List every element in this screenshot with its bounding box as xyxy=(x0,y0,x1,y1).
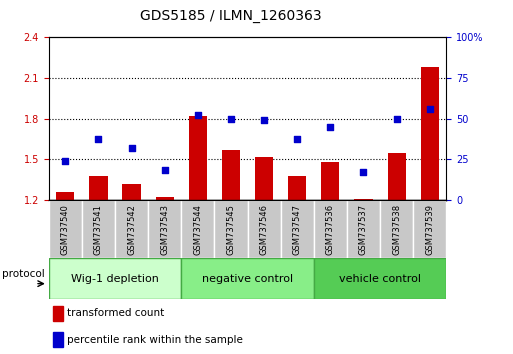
Point xyxy=(392,116,401,121)
Bar xyxy=(380,200,413,258)
Text: GSM737541: GSM737541 xyxy=(94,204,103,255)
Text: GSM737547: GSM737547 xyxy=(293,204,302,255)
Bar xyxy=(413,200,446,258)
Bar xyxy=(288,176,306,200)
Bar xyxy=(123,184,141,200)
Text: GSM737542: GSM737542 xyxy=(127,204,136,255)
Text: GSM737540: GSM737540 xyxy=(61,204,70,255)
Text: GSM737544: GSM737544 xyxy=(193,204,202,255)
Bar xyxy=(181,200,214,258)
Bar xyxy=(354,199,372,200)
Point xyxy=(293,136,301,142)
Bar xyxy=(53,306,63,321)
Point xyxy=(360,169,368,175)
Bar xyxy=(115,200,148,258)
Point xyxy=(127,145,135,151)
Text: protocol: protocol xyxy=(3,269,45,279)
Bar xyxy=(181,258,314,299)
Text: GDS5185 / ILMN_1260363: GDS5185 / ILMN_1260363 xyxy=(140,9,322,23)
Text: percentile rank within the sample: percentile rank within the sample xyxy=(67,335,243,345)
Text: GSM737538: GSM737538 xyxy=(392,204,401,255)
Point xyxy=(61,158,69,164)
Text: Wig-1 depletion: Wig-1 depletion xyxy=(71,274,159,284)
Point xyxy=(326,124,334,130)
Text: GSM737545: GSM737545 xyxy=(226,204,235,255)
Bar xyxy=(314,200,347,258)
Text: GSM737539: GSM737539 xyxy=(425,204,434,255)
Text: GSM737537: GSM737537 xyxy=(359,204,368,255)
Bar xyxy=(214,200,247,258)
Point xyxy=(161,167,169,173)
Bar xyxy=(387,153,406,200)
Bar xyxy=(421,67,439,200)
Point xyxy=(194,112,202,117)
Bar xyxy=(148,200,181,258)
Bar xyxy=(255,156,273,200)
Text: vehicle control: vehicle control xyxy=(339,274,421,284)
Bar xyxy=(247,200,281,258)
Text: transformed count: transformed count xyxy=(67,308,164,318)
Bar xyxy=(82,200,115,258)
Text: GSM737543: GSM737543 xyxy=(160,204,169,255)
Text: negative control: negative control xyxy=(202,274,293,284)
Bar xyxy=(222,150,240,200)
Text: GSM737546: GSM737546 xyxy=(260,204,269,255)
Bar xyxy=(56,192,74,200)
Bar xyxy=(189,116,207,200)
Bar xyxy=(49,258,181,299)
Point xyxy=(260,117,268,123)
Text: GSM737536: GSM737536 xyxy=(326,204,335,255)
Bar xyxy=(314,258,446,299)
Bar xyxy=(281,200,314,258)
Bar xyxy=(155,197,174,200)
Bar xyxy=(347,200,380,258)
Point xyxy=(227,116,235,121)
Bar xyxy=(53,332,63,347)
Bar xyxy=(49,200,82,258)
Point xyxy=(426,106,434,112)
Point xyxy=(94,136,103,142)
Bar xyxy=(89,176,108,200)
Bar xyxy=(321,162,340,200)
